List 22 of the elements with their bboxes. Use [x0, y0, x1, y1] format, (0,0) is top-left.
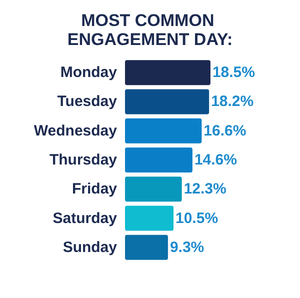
y-tick-label: Friday	[72, 180, 118, 198]
y-tick-label: Saturday	[52, 210, 118, 227]
bar	[125, 206, 174, 231]
data-label: 14.6%	[194, 152, 237, 168]
bar	[125, 176, 182, 202]
y-tick-label: Tuesday	[57, 93, 118, 110]
bar	[125, 60, 210, 86]
data-label: 12.3%	[184, 180, 226, 198]
data-label: 18.2%	[211, 93, 254, 110]
y-tick-label: Thursday	[49, 152, 118, 168]
data-label: 9.3%	[170, 238, 204, 256]
bar	[125, 234, 168, 260]
data-label: 10.5%	[176, 210, 218, 227]
bar	[125, 118, 202, 144]
chart-title: MOST COMMON ENGAGEMENT DAY:	[67, 11, 233, 49]
data-label: 16.6%	[204, 122, 246, 140]
y-tick-label: Sunday	[62, 238, 118, 256]
y-tick-label: Monday	[60, 64, 118, 82]
bar	[125, 148, 192, 172]
bar	[125, 89, 210, 114]
y-tick-label: Wednesday	[34, 122, 118, 140]
data-label: 18.5%	[212, 64, 255, 82]
